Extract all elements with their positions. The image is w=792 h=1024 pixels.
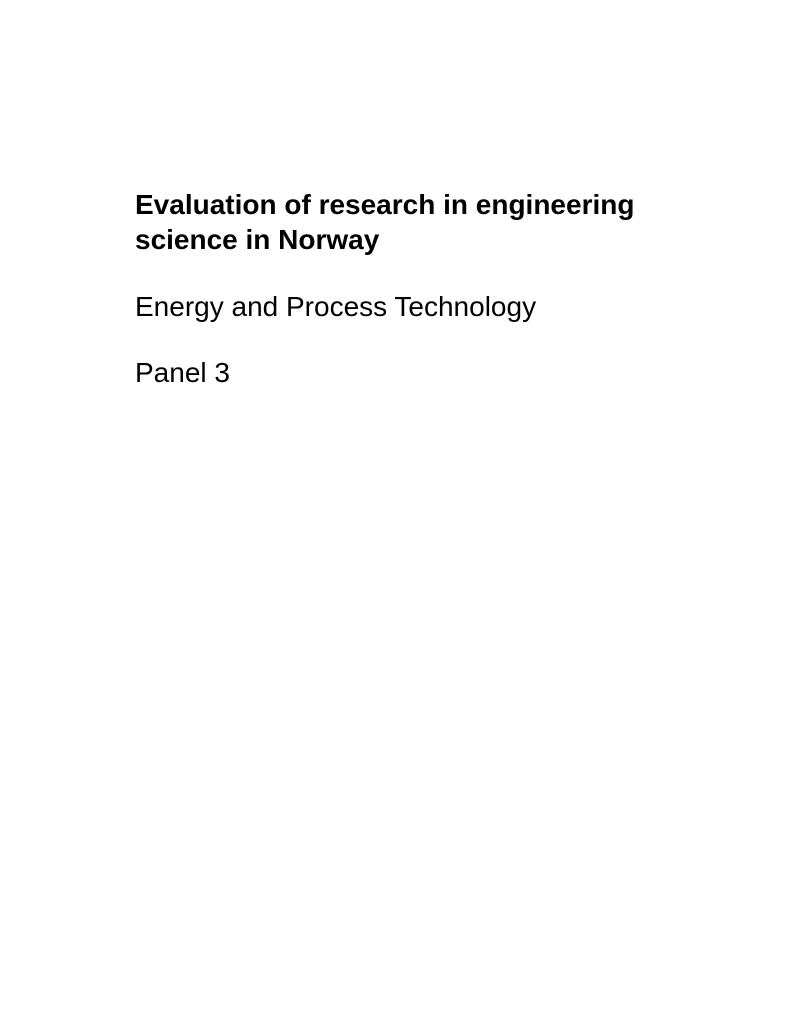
document-title: Evaluation of research in engineering sc… bbox=[135, 187, 692, 257]
document-panel: Panel 3 bbox=[135, 357, 692, 389]
document-subtitle: Energy and Process Technology bbox=[135, 291, 692, 323]
page-content: Evaluation of research in engineering sc… bbox=[135, 187, 692, 389]
